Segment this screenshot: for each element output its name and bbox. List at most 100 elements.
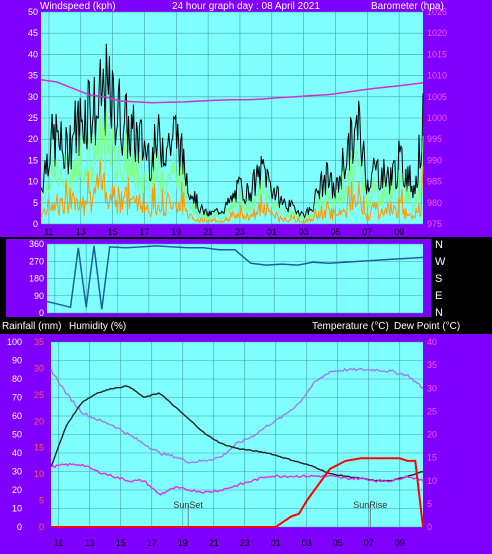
hour-tick-label: 01 [271, 538, 281, 548]
hour-tick-label: 19 [178, 538, 188, 548]
humidity-tick-label: 80 [12, 374, 22, 384]
direction-tick-label: 0 [39, 308, 44, 318]
windspeed-tick-label: 30 [28, 92, 38, 102]
dewpoint-line [50, 462, 424, 496]
hour-tick-label: 03 [299, 227, 309, 237]
hour-tick-label: 01 [267, 227, 277, 237]
wind-direction-line [46, 245, 424, 310]
windspeed-tick-label: 50 [28, 7, 38, 17]
barometer-label: Barometer (hpa) [371, 1, 444, 12]
hour-tick-label: 05 [330, 227, 340, 237]
barometer-tick-label: 1020 [427, 28, 447, 38]
barometer-tick-label: 995 [427, 134, 442, 144]
temperature-tick-label: 20 [427, 430, 437, 440]
hour-tick-label: 11 [44, 227, 53, 237]
compass-letter: N [435, 239, 443, 251]
hour-tick-label: 13 [85, 538, 95, 548]
hour-tick-label: 09 [395, 538, 405, 548]
wind-low-line [40, 159, 424, 224]
hour-tick-label: 23 [235, 227, 245, 237]
temperature-tick-label: 5 [427, 499, 432, 509]
direction-tick-label: 180 [29, 274, 44, 284]
barometer-tick-label: 975 [427, 219, 442, 229]
rainfall-tick-label: 25 [34, 390, 44, 400]
humidity-tick-label: 100 [7, 337, 22, 347]
barometer-tick-label: 1010 [427, 71, 447, 81]
hour-tick-label: 09 [394, 227, 404, 237]
hour-tick-label: 17 [147, 538, 157, 548]
windspeed-tick-label: 15 [28, 155, 38, 165]
barometer-tick-label: 1000 [427, 113, 447, 123]
temperature-tick-label: 25 [427, 406, 437, 416]
windspeed-tick-label: 45 [28, 28, 38, 38]
hour-tick-label: 15 [116, 538, 126, 548]
graph-title: 24 hour graph day : 08 April 2021 [172, 1, 320, 12]
windspeed-tick-label: 0 [33, 219, 38, 229]
compass-letter: E [435, 290, 443, 302]
hour-tick-label: 03 [302, 538, 312, 548]
temperature-tick-label: 0 [427, 522, 432, 532]
rainfall-tick-label: 30 [34, 363, 44, 373]
humidity-tick-label: 20 [12, 485, 22, 495]
humidity-tick-label: 40 [12, 448, 22, 458]
rainfall-tick-label: 10 [34, 469, 44, 479]
direction-tick-label: 90 [34, 291, 44, 301]
barometer-tick-label: 980 [427, 198, 442, 208]
humidity-tick-label: 30 [12, 467, 22, 477]
rainfall-tick-label: 15 [34, 443, 44, 453]
rainfall-tick-label: 35 [34, 337, 44, 347]
windspeed-tick-label: 20 [28, 134, 38, 144]
humidity-tick-label: 90 [12, 356, 22, 366]
hour-tick-label: 13 [76, 227, 86, 237]
humidity-tick-label: 0 [17, 522, 22, 532]
barometer-tick-label: 1005 [427, 92, 447, 102]
temperature-label: Temperature (°C) [312, 321, 389, 332]
hour-tick-label: 07 [362, 227, 372, 237]
windspeed-tick-label: 40 [28, 49, 38, 59]
hour-tick-label: 11 [54, 538, 63, 548]
windspeed-label: Windspeed (kph) [40, 1, 116, 12]
compass-letter: N [435, 307, 443, 319]
humidity-tick-label: 10 [12, 504, 22, 514]
direction-tick-label: 360 [29, 239, 44, 249]
direction-tick-label: 270 [29, 256, 44, 266]
temperature-tick-label: 30 [427, 383, 437, 393]
humidity-tick-label: 60 [12, 411, 22, 421]
temperature-tick-label: 35 [427, 360, 437, 370]
rainfall-tick-label: 20 [34, 416, 44, 426]
hour-tick-label: 17 [139, 227, 149, 237]
temperature-tick-label: 10 [427, 476, 437, 486]
barometer-tick-label: 1025 [427, 7, 447, 17]
humidity-label: Humidity (%) [69, 321, 127, 332]
windspeed-tick-label: 35 [28, 71, 38, 81]
wind-gust-line [40, 43, 424, 220]
hour-tick-label: 21 [203, 227, 213, 237]
direction-chart [46, 243, 424, 314]
sunrise-label: SunRise [353, 500, 387, 510]
rainfall-line [51, 457, 424, 528]
wind-chart [40, 11, 424, 225]
barometer-line [40, 79, 424, 104]
dewpoint-label: Dew Point (°C) [394, 321, 461, 332]
hour-tick-label: 07 [364, 538, 374, 548]
barometer-tick-label: 1015 [427, 49, 447, 59]
temperature-tick-label: 40 [427, 337, 437, 347]
humidity-tick-label: 50 [12, 430, 22, 440]
temperature-tick-label: 15 [427, 453, 437, 463]
climate-chart: SunSet SunRise [50, 341, 424, 528]
wind-average-line [40, 107, 424, 222]
hour-tick-label: 23 [240, 538, 250, 548]
rainfall-label: Rainfall (mm) [2, 321, 62, 332]
hour-tick-label: 21 [209, 538, 219, 548]
windspeed-tick-label: 10 [28, 177, 38, 187]
wind-axes: 0510152025303540455097598098599099510001… [28, 7, 447, 237]
wind-plot-area [40, 11, 424, 225]
hour-tick-label: 05 [333, 538, 343, 548]
rainfall-tick-label: 5 [39, 496, 44, 506]
barometer-tick-label: 985 [427, 177, 442, 187]
rainfall-tick-label: 0 [39, 522, 44, 532]
direction-plot-area [46, 243, 424, 314]
barometer-tick-label: 990 [427, 155, 442, 165]
